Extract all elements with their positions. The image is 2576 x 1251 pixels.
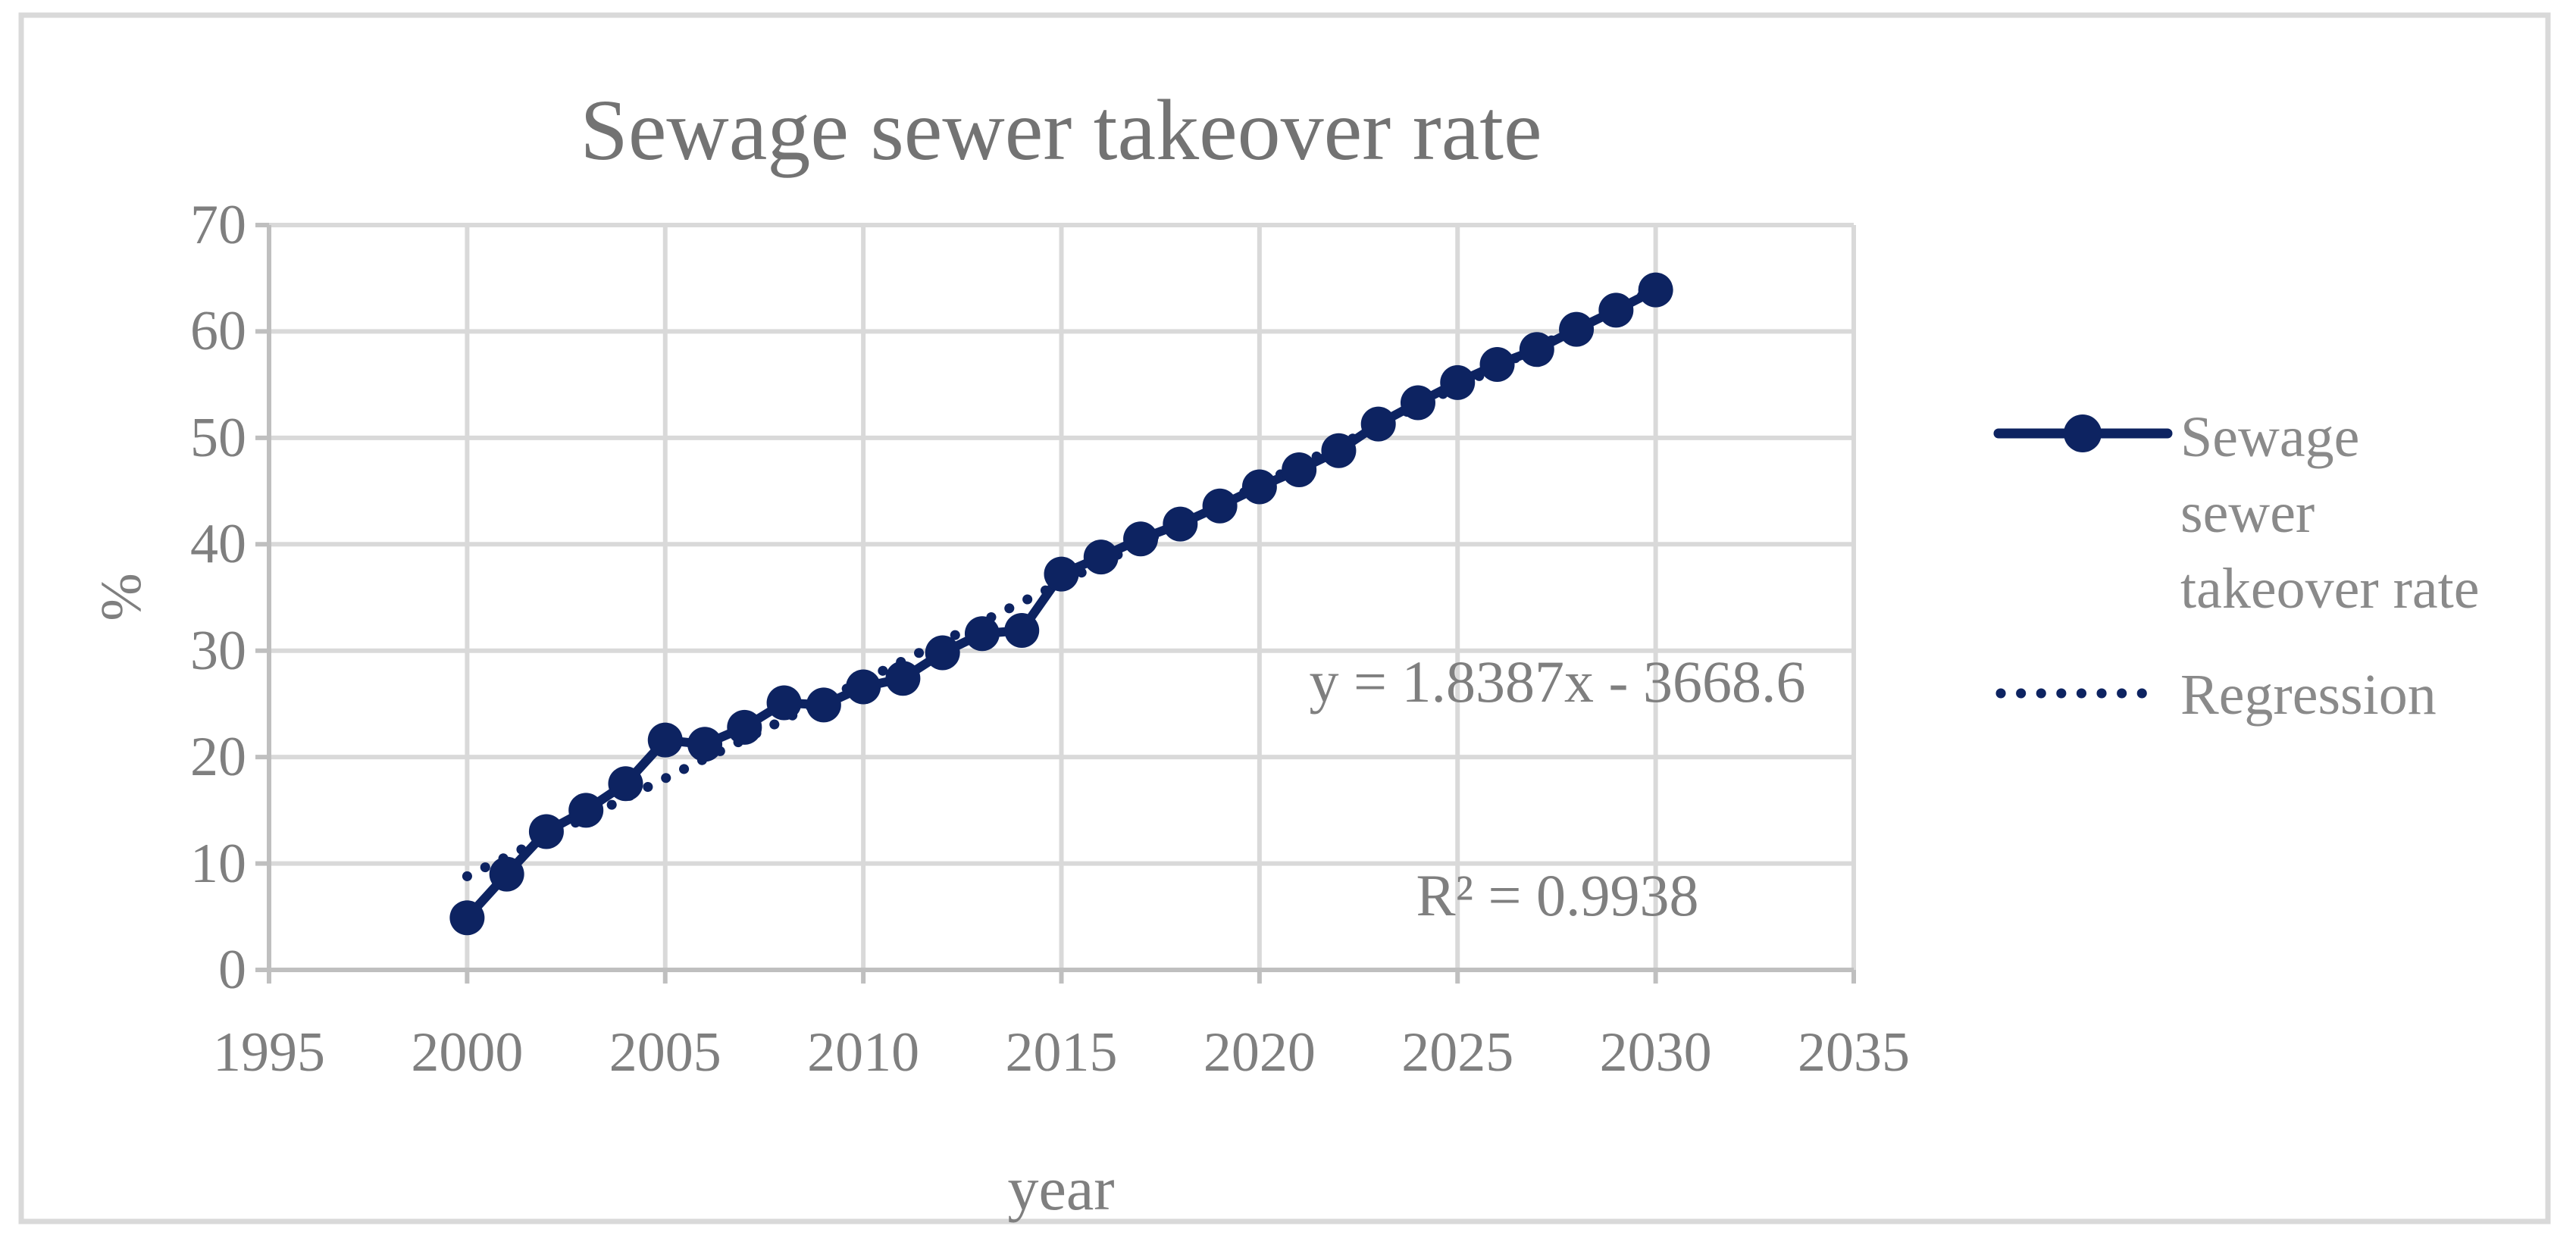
gridlines — [269, 223, 1856, 970]
y-tick-label: 50 — [190, 406, 246, 469]
y-tick-label: 0 — [218, 939, 246, 1001]
r-squared-line: R² = 0.9938 — [1416, 862, 1699, 928]
series-marker — [647, 722, 683, 758]
x-tick-label: 1995 — [213, 1021, 325, 1084]
x-tick-label: 2025 — [1401, 1021, 1514, 1084]
series-marker — [1083, 539, 1119, 575]
legend-label-series: Sewage sewer takeover rate — [2180, 405, 2480, 621]
x-tick-label: 2020 — [1203, 1021, 1316, 1084]
series-marker — [687, 727, 723, 762]
series-marker — [1321, 433, 1357, 468]
legend-label-regression: Regression — [2180, 663, 2437, 727]
series-marker — [1559, 311, 1595, 347]
series-marker — [1638, 272, 1673, 308]
y-tick-label: 20 — [190, 726, 246, 789]
legend-key-samples — [1993, 414, 2173, 699]
series-marker — [964, 616, 1000, 652]
legend-sample-series-marker — [2064, 414, 2102, 452]
x-tick-label: 2010 — [807, 1021, 920, 1084]
figure-border — [18, 12, 2551, 1224]
series-marker — [489, 856, 524, 892]
series-marker — [1519, 332, 1554, 367]
series-marker — [1004, 613, 1040, 649]
series-marker — [925, 635, 960, 671]
y-tick-label: 30 — [190, 619, 246, 682]
series-marker — [568, 793, 604, 828]
series-marker — [1241, 469, 1277, 505]
series-marker — [1360, 406, 1396, 442]
x-axis-title: year — [1007, 1154, 1115, 1223]
x-tick-label: 2005 — [609, 1021, 721, 1084]
chart-title: Sewage sewer takeover rate — [580, 82, 1542, 178]
y-tick-label: 70 — [190, 194, 246, 256]
series-marker — [766, 685, 802, 721]
y-tick-label: 10 — [190, 832, 246, 895]
series-marker — [1163, 506, 1198, 542]
series-marker — [608, 766, 643, 802]
series-marker — [1282, 452, 1317, 487]
trendline-equation-annotation: y = 1.8387x - 3668.6 R² = 0.9938 — [1178, 521, 1936, 1056]
x-tick-label: 2030 — [1599, 1021, 1712, 1084]
series-marker — [727, 709, 762, 745]
series-marker — [1123, 521, 1159, 557]
series-marker — [1440, 364, 1476, 400]
series-marker — [449, 900, 485, 936]
series-marker — [806, 687, 841, 723]
data-series — [449, 272, 1673, 936]
series-marker — [1202, 488, 1238, 524]
series-marker — [1598, 292, 1634, 328]
equation-line: y = 1.8387x - 3668.6 — [1309, 649, 1806, 715]
series-marker — [885, 661, 921, 696]
x-tick-label: 2015 — [1005, 1021, 1118, 1084]
axes — [255, 223, 1856, 984]
series-marker — [1044, 556, 1079, 592]
series-marker — [528, 814, 564, 849]
series-marker — [846, 669, 881, 705]
x-tick-label: 2000 — [411, 1021, 524, 1084]
y-tick-label: 60 — [190, 300, 246, 363]
y-tick-label: 40 — [190, 513, 246, 576]
series-marker — [1479, 346, 1515, 382]
series-marker — [1400, 385, 1435, 421]
x-tick-label: 2035 — [1798, 1021, 1910, 1084]
